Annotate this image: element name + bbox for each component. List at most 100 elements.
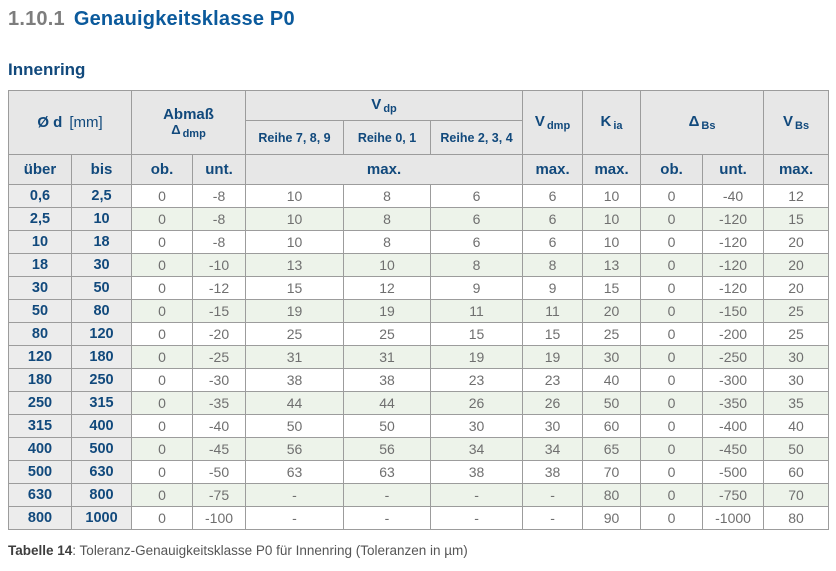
data-cell: 20	[763, 230, 830, 254]
page: 1.10.1 Genauigkeitsklasse P0 Innenring Ø …	[7, 8, 830, 558]
abmass-label: Abmaß	[163, 105, 214, 123]
table-row: 400 500 0 -45 56 56 34 34 65 0 -450 50	[8, 437, 830, 461]
table-row: 0,6 2,5 0 -8 10 8 6 6 10 0 -40 12	[8, 184, 830, 208]
data-cell: -	[522, 506, 584, 530]
data-cell: 0	[131, 414, 194, 438]
data-cell: -	[245, 506, 345, 530]
col-header-ob-bs: ob.	[640, 154, 704, 185]
col-header-max-vdmp: max.	[522, 154, 584, 185]
data-cell: 0	[131, 276, 194, 300]
data-cell: 30	[430, 414, 524, 438]
data-cell: 0	[640, 230, 704, 254]
cell-ueber: 180	[8, 368, 72, 392]
data-cell: 50	[245, 414, 345, 438]
data-cell: 38	[430, 460, 524, 484]
data-cell: 0	[131, 299, 194, 323]
data-cell: 12	[343, 276, 432, 300]
data-cell: -30	[192, 368, 247, 392]
data-cell: 0	[640, 414, 704, 438]
cell-bis: 80	[70, 299, 133, 323]
data-cell: -50	[192, 460, 247, 484]
table-row: 120 180 0 -25 31 31 19 19 30 0 -250 30	[8, 345, 830, 369]
data-cell: 50	[343, 414, 432, 438]
data-cell: 63	[245, 460, 345, 484]
col-header-reihe-234: Reihe 2, 3, 4	[430, 120, 524, 155]
data-cell: -750	[702, 483, 765, 507]
table-row: 250 315 0 -35 44 44 26 26 50 0 -350 35	[8, 391, 830, 415]
data-cell: 0	[131, 368, 194, 392]
cell-ueber: 80	[8, 322, 72, 346]
data-cell: 10	[245, 207, 345, 231]
data-cell: -45	[192, 437, 247, 461]
data-cell: 30	[522, 414, 584, 438]
data-cell: 25	[582, 322, 642, 346]
data-cell: 63	[343, 460, 432, 484]
data-cell: 0	[640, 391, 704, 415]
col-header-unt-dmp: unt.	[192, 154, 247, 185]
data-cell: 0	[131, 207, 194, 231]
cell-ueber: 10	[8, 230, 72, 254]
data-cell: 0	[640, 253, 704, 277]
data-cell: 0	[131, 253, 194, 277]
cell-ueber: 0,6	[8, 184, 72, 208]
col-header-max-vbs: max.	[763, 154, 830, 185]
data-cell: 15	[430, 322, 524, 346]
data-cell: 10	[245, 184, 345, 208]
data-cell: 34	[430, 437, 524, 461]
data-cell: 70	[582, 460, 642, 484]
page-title: 1.10.1 Genauigkeitsklasse P0	[8, 8, 828, 31]
caption-text: : Toleranz-Genauigkeitsklasse P0 für Inn…	[72, 543, 468, 558]
table-body: 0,6 2,5 0 -8 10 8 6 6 10 0 -40 12 2,5 10 0 -8 10 8 6 6 10 0 -1…	[8, 184, 830, 530]
table-row: 30 50 0 -12 15 12 9 9 15 0 -120 20	[8, 276, 830, 300]
data-cell: 15	[582, 276, 642, 300]
cell-ueber: 400	[8, 437, 72, 461]
data-cell: 0	[131, 230, 194, 254]
data-cell: 50	[763, 437, 830, 461]
col-header-max-vdp: max.	[245, 154, 524, 185]
cell-bis: 2,5	[70, 184, 133, 208]
data-cell: 0	[640, 460, 704, 484]
data-cell: 30	[763, 345, 830, 369]
cell-bis: 50	[70, 276, 133, 300]
cell-bis: 30	[70, 253, 133, 277]
data-cell: -10	[192, 253, 247, 277]
data-cell: 50	[582, 391, 642, 415]
data-cell: 65	[582, 437, 642, 461]
data-cell: 19	[343, 299, 432, 323]
cell-ueber: 120	[8, 345, 72, 369]
caption-label: Tabelle 14	[8, 543, 73, 558]
data-cell: 0	[640, 437, 704, 461]
data-cell: 13	[582, 253, 642, 277]
data-cell: 9	[522, 276, 584, 300]
data-cell: 38	[522, 460, 584, 484]
col-header-max-kia: max.	[582, 154, 642, 185]
table-row: 2,5 10 0 -8 10 8 6 6 10 0 -120 15	[8, 207, 830, 231]
cell-bis: 18	[70, 230, 133, 254]
table-caption: Tabelle 14: Toleranz-Genauigkeitsklasse …	[8, 543, 828, 558]
cell-bis: 180	[70, 345, 133, 369]
data-cell: 25	[763, 322, 830, 346]
cell-bis: 120	[70, 322, 133, 346]
data-cell: 6	[522, 184, 584, 208]
cell-bis: 800	[70, 483, 133, 507]
data-cell: 31	[343, 345, 432, 369]
data-cell: -400	[702, 414, 765, 438]
data-cell: -300	[702, 368, 765, 392]
data-cell: -15	[192, 299, 247, 323]
data-cell: 9	[430, 276, 524, 300]
od-unit: [mm]	[69, 114, 103, 131]
data-cell: 0	[131, 391, 194, 415]
cell-bis: 1000	[70, 506, 133, 530]
data-cell: 23	[522, 368, 584, 392]
table-row: 18 30 0 -10 13 10 8 8 13 0 -120 20	[8, 253, 830, 277]
data-cell: -35	[192, 391, 247, 415]
data-cell: 30	[763, 368, 830, 392]
table-row: 800 1000 0 -100- - - -90 0 -1000 80	[8, 506, 830, 530]
data-cell: 0	[640, 506, 704, 530]
data-cell: -	[245, 483, 345, 507]
data-cell: -40	[192, 414, 247, 438]
data-cell: 44	[343, 391, 432, 415]
